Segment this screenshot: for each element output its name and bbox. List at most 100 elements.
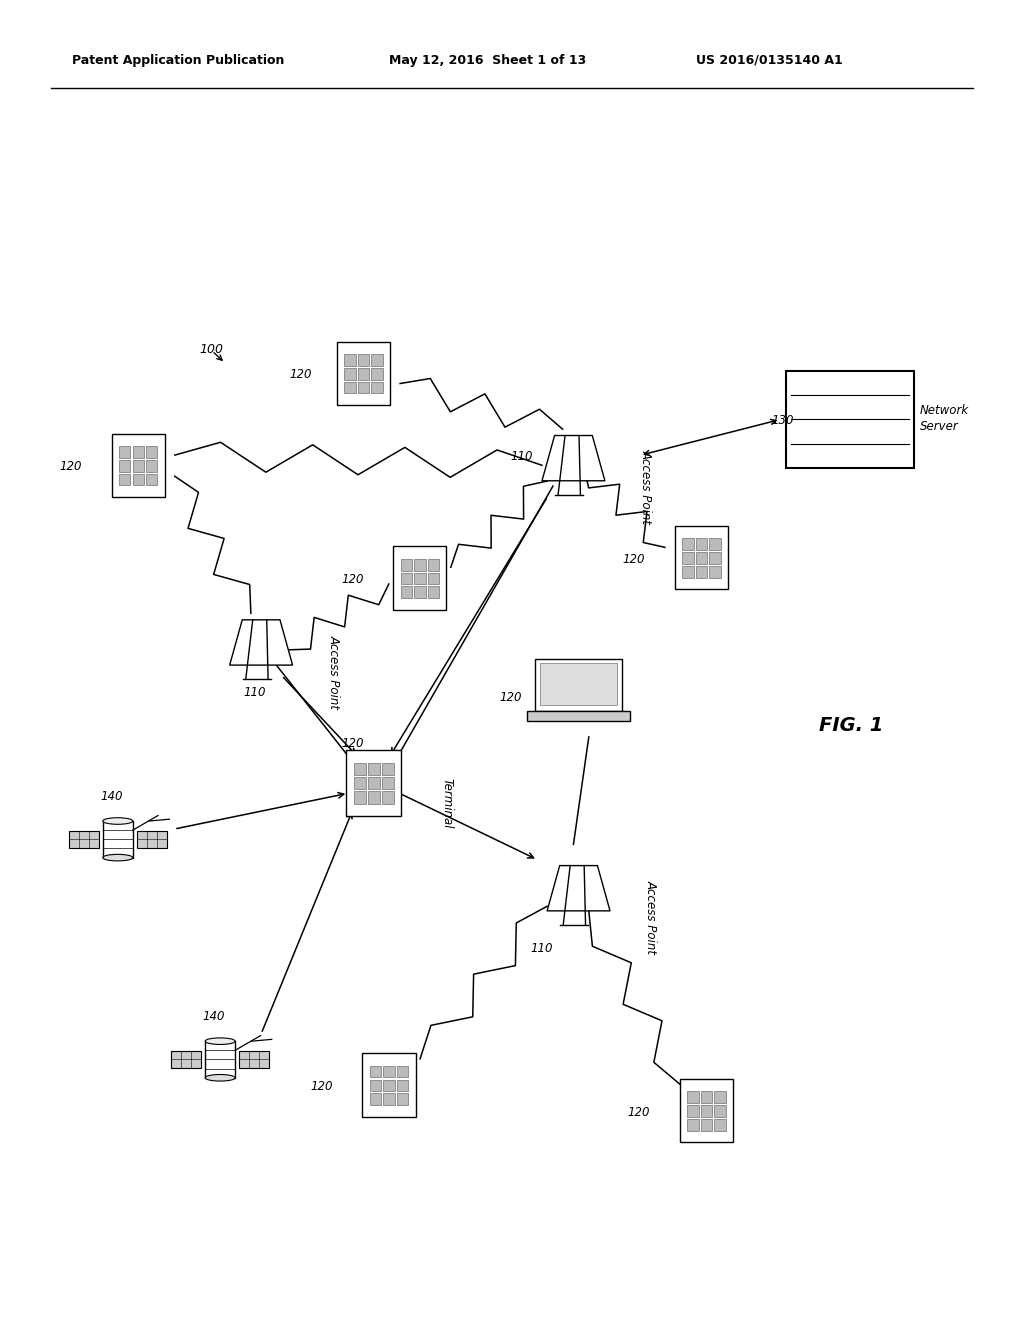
Text: Terminal: Terminal — [440, 777, 454, 829]
Bar — [370, 1065, 381, 1077]
Text: FIG. 1: FIG. 1 — [819, 717, 884, 735]
Bar — [372, 381, 383, 393]
Text: 120: 120 — [628, 1106, 650, 1118]
Bar — [527, 710, 630, 721]
Text: 100: 100 — [200, 343, 223, 355]
FancyBboxPatch shape — [112, 434, 165, 498]
Bar — [357, 354, 370, 366]
Bar — [132, 474, 144, 486]
Text: 120: 120 — [500, 690, 522, 704]
Bar — [687, 1119, 698, 1131]
Text: May 12, 2016  Sheet 1 of 13: May 12, 2016 Sheet 1 of 13 — [389, 54, 587, 66]
Bar — [682, 552, 693, 564]
Bar — [119, 474, 130, 486]
Bar — [710, 552, 721, 564]
Bar — [382, 763, 394, 775]
Bar — [682, 539, 693, 550]
Bar — [428, 558, 439, 570]
Bar — [414, 573, 426, 585]
Text: Patent Application Publication: Patent Application Publication — [72, 54, 284, 66]
Bar — [695, 552, 708, 564]
Bar — [132, 461, 144, 471]
Bar — [146, 461, 158, 471]
Ellipse shape — [205, 1074, 236, 1081]
Text: 120: 120 — [290, 368, 312, 381]
Bar — [710, 539, 721, 550]
Bar — [383, 1065, 395, 1077]
Text: 110: 110 — [244, 685, 266, 698]
Bar — [357, 381, 370, 393]
Ellipse shape — [102, 817, 133, 824]
Bar — [370, 1093, 381, 1105]
Bar — [240, 1051, 269, 1068]
Bar — [400, 586, 412, 598]
Bar — [383, 1080, 395, 1092]
Text: 120: 120 — [623, 553, 645, 565]
Ellipse shape — [205, 1038, 236, 1044]
Bar — [700, 1092, 713, 1104]
Bar — [687, 1105, 698, 1117]
Bar — [700, 1119, 713, 1131]
Bar — [715, 1105, 726, 1117]
Text: 120: 120 — [59, 461, 82, 474]
FancyBboxPatch shape — [362, 1053, 416, 1117]
Bar — [368, 792, 380, 804]
Bar — [205, 1041, 236, 1078]
Text: 140: 140 — [100, 791, 123, 803]
Bar — [715, 1119, 726, 1131]
Bar — [536, 659, 622, 710]
FancyBboxPatch shape — [337, 342, 390, 405]
Text: 120: 120 — [341, 573, 364, 586]
Bar — [414, 558, 426, 570]
Polygon shape — [229, 620, 293, 665]
Bar — [368, 763, 380, 775]
Bar — [382, 777, 394, 789]
Bar — [344, 368, 355, 380]
Bar — [682, 566, 693, 578]
Bar — [69, 832, 98, 847]
Ellipse shape — [102, 854, 133, 861]
Bar — [368, 777, 380, 789]
Bar — [146, 446, 158, 458]
Bar — [357, 368, 370, 380]
Bar — [400, 573, 412, 585]
Bar — [171, 1051, 201, 1068]
Bar — [137, 832, 167, 847]
Bar — [370, 1080, 381, 1092]
Bar — [344, 381, 355, 393]
Bar — [372, 368, 383, 380]
Bar — [344, 354, 355, 366]
Text: Access Point: Access Point — [640, 450, 653, 524]
Bar — [382, 792, 394, 804]
Text: 110: 110 — [530, 941, 553, 954]
Bar — [397, 1093, 409, 1105]
Bar — [695, 566, 708, 578]
FancyBboxPatch shape — [680, 1078, 733, 1142]
Text: 120: 120 — [341, 737, 364, 750]
Text: Access Point: Access Point — [645, 880, 658, 954]
Text: 110: 110 — [510, 450, 532, 463]
Bar — [695, 539, 708, 550]
Bar — [383, 1093, 395, 1105]
Bar — [397, 1080, 409, 1092]
Bar — [786, 371, 913, 469]
Text: US 2016/0135140 A1: US 2016/0135140 A1 — [696, 54, 843, 66]
Bar — [146, 474, 158, 486]
FancyBboxPatch shape — [675, 525, 728, 590]
Bar — [710, 566, 721, 578]
Bar — [715, 1092, 726, 1104]
Bar — [353, 792, 366, 804]
Bar — [353, 777, 366, 789]
Text: Network
Server: Network Server — [920, 404, 969, 433]
Bar — [372, 354, 383, 366]
Bar — [119, 446, 130, 458]
Bar — [428, 573, 439, 585]
Bar — [119, 461, 130, 471]
Bar — [353, 763, 366, 775]
Bar — [102, 821, 133, 858]
Bar — [397, 1065, 409, 1077]
FancyBboxPatch shape — [346, 750, 401, 816]
Text: 120: 120 — [310, 1080, 333, 1093]
Polygon shape — [542, 436, 605, 480]
Bar — [414, 586, 426, 598]
